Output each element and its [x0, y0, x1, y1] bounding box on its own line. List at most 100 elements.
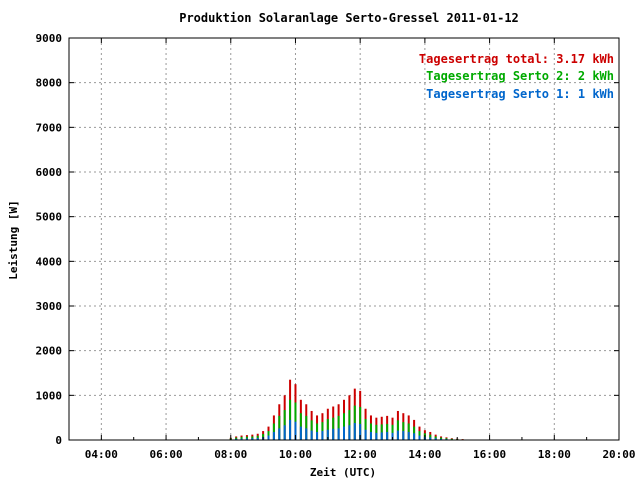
bar-serto1	[332, 428, 335, 440]
bar-serto2	[256, 435, 259, 440]
bar-serto1	[396, 430, 399, 440]
bar-serto1	[316, 431, 319, 440]
bar-serto2	[434, 436, 437, 440]
y-axis-label: Leistung [W]	[7, 200, 20, 279]
bar-serto1	[369, 431, 372, 440]
legend-serto2: Tagesertrag Serto 2: 2 kWh	[426, 69, 614, 83]
legend-serto2-value: 2 kWh	[578, 69, 614, 83]
bar-serto1	[440, 438, 443, 440]
y-axis-ticks: 0 1000 2000 3000 4000 5000 6000 7000 8000 9000	[36, 32, 619, 447]
bar-serto2	[316, 423, 319, 440]
bar-serto2	[332, 417, 335, 440]
bar-serto1	[283, 425, 286, 440]
bar-serto1	[321, 431, 324, 440]
bar-serto1	[418, 435, 421, 440]
y-tick-label: 3000	[36, 300, 63, 313]
bars	[229, 379, 464, 440]
x-tick-label: 18:00	[538, 448, 571, 461]
y-tick-label: 2000	[36, 345, 63, 358]
x-tick-label: 14:00	[408, 448, 441, 461]
y-tick-label: 0	[55, 434, 62, 447]
x-axis-ticks: 04:00 06:00 08:00 10:00 12:00 14:00 16:00 18:00…	[68, 38, 636, 461]
bar-serto1	[289, 419, 292, 440]
legend: Tagesertrag total: 3.17 kWh Tagesertrag …	[419, 52, 614, 101]
legend-total: Tagesertrag total: 3.17 kWh	[419, 52, 614, 66]
bar-serto1	[235, 438, 238, 440]
y-tick-label: 1000	[36, 389, 63, 402]
bar-serto1	[267, 435, 270, 440]
x-tick-label: 12:00	[344, 448, 377, 461]
x-tick-label: 04:00	[85, 448, 118, 461]
bar-serto1	[294, 421, 297, 440]
legend-serto2-label: Tagesertrag Serto 2:	[426, 69, 571, 83]
bar-serto2	[310, 420, 313, 440]
bar-serto2	[375, 424, 378, 440]
bar-serto2	[305, 415, 308, 440]
bar-serto2	[294, 402, 297, 440]
bar-serto1	[380, 432, 383, 440]
bar-serto2	[380, 424, 383, 440]
bar-serto2	[321, 422, 324, 440]
bar-serto2	[283, 410, 286, 440]
y-tick-label: 7000	[36, 121, 63, 134]
bar-serto1	[386, 431, 389, 440]
bar-serto2	[369, 423, 372, 440]
x-tick-label: 10:00	[279, 448, 312, 461]
legend-serto1-value: 1 kWh	[578, 87, 614, 101]
bar-serto2	[402, 422, 405, 440]
bar-serto2	[272, 423, 275, 440]
bar-serto1	[364, 429, 367, 440]
bar-serto1	[359, 423, 362, 440]
bar-serto1	[402, 431, 405, 440]
bar-serto2	[407, 423, 410, 440]
bar-serto1	[278, 428, 281, 440]
bar-serto1	[434, 438, 437, 440]
bar-serto1	[305, 428, 308, 440]
bar-serto1	[337, 428, 340, 440]
y-tick-label: 4000	[36, 255, 63, 268]
bar-serto2	[245, 436, 248, 440]
bar-serto1	[256, 437, 259, 440]
bar-serto2	[235, 437, 238, 440]
bar-serto2	[262, 433, 265, 440]
bar-serto1	[251, 438, 254, 440]
legend-total-label: Tagesertrag total:	[419, 52, 549, 66]
legend-serto1-label: Tagesertrag Serto 1:	[426, 87, 571, 101]
bar-serto2	[396, 420, 399, 440]
x-tick-label: 08:00	[214, 448, 247, 461]
x-tick-label: 20:00	[602, 448, 635, 461]
bar-serto2	[240, 436, 243, 440]
bar-serto2	[450, 438, 453, 440]
x-axis-label: Zeit (UTC)	[310, 466, 376, 479]
bar-serto1	[326, 429, 329, 440]
bar-serto2	[359, 406, 362, 440]
bar-serto2	[278, 415, 281, 440]
chart-title: Produktion Solaranlage Serto-Gressel 201…	[179, 11, 519, 25]
bar-serto2	[391, 424, 394, 440]
grid	[69, 38, 619, 440]
bar-serto1	[245, 438, 248, 440]
bar-serto2	[364, 419, 367, 440]
bar-serto1	[407, 431, 410, 440]
bar-serto1	[343, 426, 345, 440]
bar-serto2	[348, 410, 351, 440]
bar-serto2	[353, 405, 356, 440]
y-tick-label: 5000	[36, 211, 63, 224]
bar-serto1	[348, 425, 351, 440]
bar-serto2	[337, 415, 340, 440]
plot-frame	[68, 37, 620, 441]
legend-total-value: 3.17 kWh	[556, 52, 614, 66]
bar-serto2	[440, 437, 443, 440]
x-tick-label: 06:00	[149, 448, 182, 461]
bar-serto1	[391, 432, 394, 440]
bar-serto1	[429, 437, 432, 440]
y-tick-label: 8000	[36, 77, 63, 90]
y-tick-label: 6000	[36, 166, 63, 179]
legend-serto1: Tagesertrag Serto 1: 1 kWh	[426, 87, 614, 101]
bar-serto1	[413, 433, 416, 440]
y-tick-label: 9000	[36, 32, 63, 45]
bar-serto1	[272, 431, 275, 440]
x-tick-label: 16:00	[473, 448, 506, 461]
bar-serto2	[326, 419, 329, 440]
bar-serto1	[240, 438, 243, 440]
